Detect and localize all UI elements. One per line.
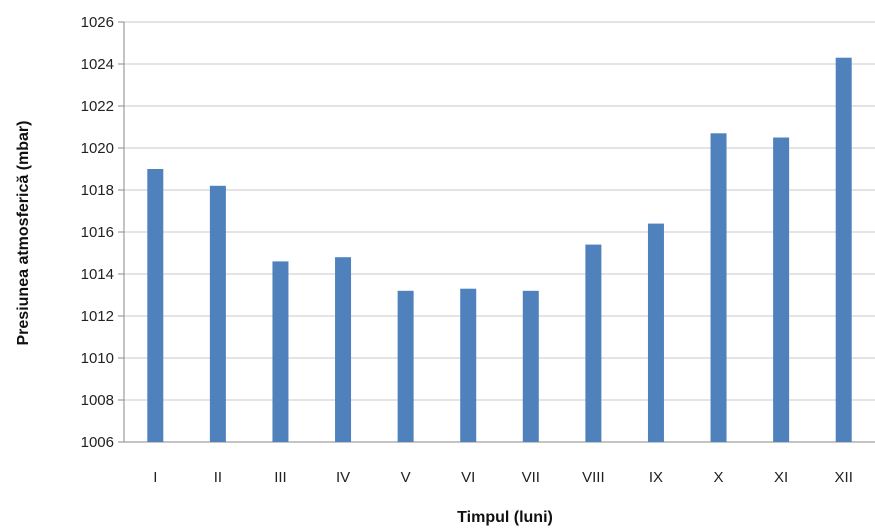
y-tick-label: 1020 [81, 140, 114, 157]
x-tick-label: VI [461, 469, 475, 486]
bar-ii [209, 185, 226, 443]
bar-xi [773, 137, 790, 442]
y-tick-label: 1012 [81, 308, 114, 325]
bars [147, 57, 852, 443]
x-tick-label: XII [835, 469, 853, 486]
x-tick-label: IV [336, 469, 350, 486]
x-tick-label: XI [774, 469, 788, 486]
x-tick-label: III [274, 469, 287, 486]
x-tick-label: II [214, 469, 222, 486]
bar-vii [522, 290, 539, 442]
bar-ix [647, 223, 664, 442]
y-tick-label: 1006 [81, 434, 114, 451]
bar-viii [585, 244, 602, 442]
y-axis-title: Presiunea atmosferică (mbar) [15, 121, 32, 346]
bar-xii [835, 57, 852, 442]
x-tick-label: I [153, 469, 157, 486]
x-tick-label: X [714, 469, 724, 486]
axes [118, 21, 875, 443]
x-tick-label: IX [649, 469, 663, 486]
bar-vi [460, 288, 477, 442]
bar-v [397, 290, 414, 442]
x-tick-label: VII [522, 469, 540, 486]
x-tick-label: V [401, 469, 411, 486]
bar-i [147, 169, 164, 442]
bar-iv [335, 257, 352, 442]
y-tick-label: 1024 [81, 56, 114, 73]
bar-x [710, 133, 727, 443]
y-tick-label: 1010 [81, 350, 114, 367]
y-tick-label: 1018 [81, 182, 114, 199]
x-tick-label: VIII [582, 469, 605, 486]
x-axis-title: Timpul (luni) [457, 509, 553, 526]
y-tick-label: 1026 [81, 14, 114, 31]
gridlines [124, 21, 875, 401]
y-tick-label: 1022 [81, 98, 114, 115]
bar-iii [272, 261, 289, 442]
y-tick-label: 1016 [81, 224, 114, 241]
y-tick-labels: 1006 1008 1010 1012 1014 1016 1018 1020 1022 1024… [81, 14, 114, 451]
y-tick-label: 1014 [81, 266, 114, 283]
y-tick-label: 1008 [81, 392, 114, 409]
x-tick-labels: I II III IV V VI VII VIII IX X XI XII [153, 469, 853, 486]
